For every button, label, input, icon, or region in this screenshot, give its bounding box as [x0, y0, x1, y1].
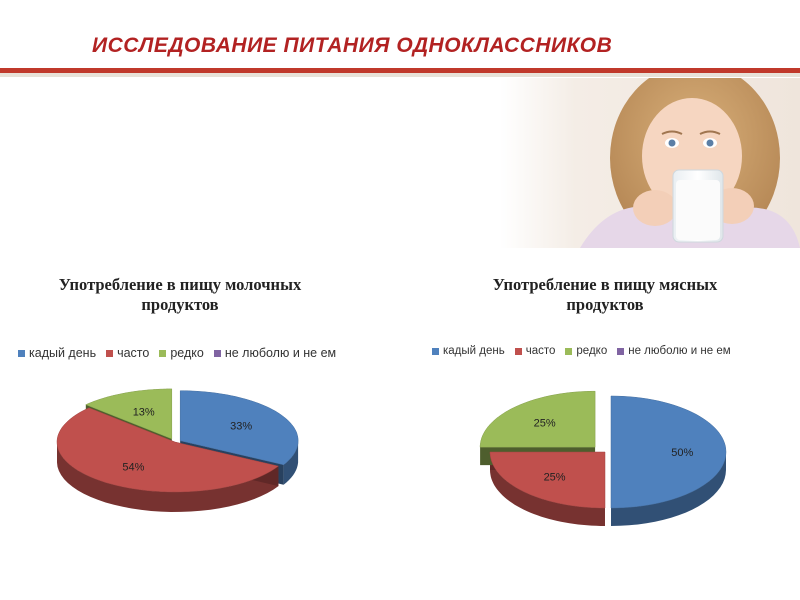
legend-label: не люболю и не ем — [224, 346, 337, 360]
legend-item: не люболю и не ем — [213, 346, 337, 360]
legend-item: кадый день — [432, 345, 505, 357]
legend-swatch-green — [159, 349, 167, 357]
pie-slice — [56, 407, 279, 493]
legend-label: редко — [576, 345, 608, 357]
legend-swatch-blue — [432, 347, 439, 355]
pie-slice-side — [57, 442, 279, 512]
title-divider — [0, 68, 800, 77]
legend-swatch-purple — [617, 347, 625, 355]
legend-swatch-purple — [213, 349, 221, 357]
legend-label: не люболю и не ем — [628, 345, 731, 357]
legend-swatch-red — [106, 349, 114, 357]
pie-data-label: 33% — [230, 420, 252, 432]
pie-data-label: 25% — [534, 418, 556, 430]
legend-swatch-red — [514, 347, 522, 355]
legend-item: часто — [106, 346, 149, 360]
legend-dairy: кадый день часто редко не люболю и не ем — [18, 346, 336, 360]
legend-label: часто — [117, 346, 150, 360]
chart-title-dairy: Употребление в пищу молочных продуктов — [58, 275, 302, 314]
pie-data-label: 54% — [122, 461, 144, 473]
pie-slice — [610, 395, 727, 509]
legend-swatch-blue — [18, 349, 25, 357]
legend-item: не люболю и не ем — [617, 345, 731, 357]
pie-slice — [179, 390, 299, 466]
legend-item: редко — [159, 346, 204, 360]
legend-item: кадый день — [18, 346, 96, 360]
legend-swatch-green — [565, 347, 573, 355]
pie-data-label: 50% — [671, 447, 693, 459]
legend-label: редко — [170, 346, 204, 360]
legend-item: часто — [514, 345, 556, 357]
pie-slice-side — [611, 452, 726, 526]
slide-title: ИССЛЕДОВАНИЕ ПИТАНИЯ ОДНОКЛАССНИКОВ — [92, 34, 613, 57]
legend-meat: кадый день часто редко не люболю и не ем — [432, 345, 731, 357]
pie-slice — [489, 451, 606, 509]
pie-chart-meat: 50% 25% 25% — [479, 390, 727, 526]
legend-label: кадый день — [29, 346, 97, 360]
pie-slice-side — [283, 439, 299, 485]
legend-label: кадый день — [443, 345, 505, 357]
girl-drinking-milk-photo — [500, 78, 800, 248]
pie-slice-side — [490, 452, 605, 526]
pie-data-label: 25% — [544, 472, 566, 484]
legend-item: редко — [565, 345, 607, 357]
pie-slice — [85, 388, 173, 440]
pie-data-label: 13% — [133, 406, 155, 418]
pie-chart-dairy: 33% 54% 13% — [56, 388, 299, 512]
pie-slice — [479, 390, 596, 448]
legend-label: часто — [525, 345, 556, 357]
chart-title-meat: Употребление в пищу мясных продуктов — [492, 275, 718, 314]
